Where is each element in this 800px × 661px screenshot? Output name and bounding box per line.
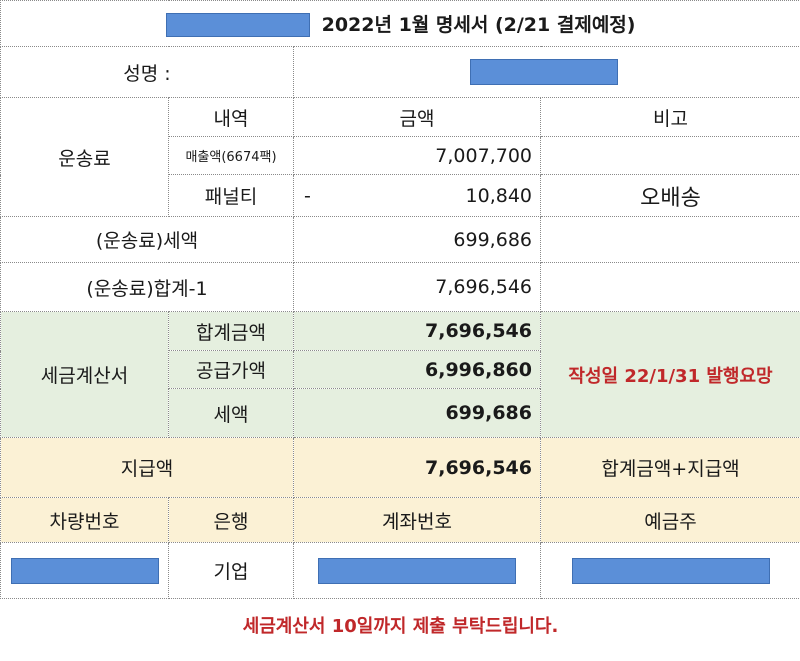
statement-title: 2022년 1월 명세서 (2/21 결제예정) — [321, 13, 636, 36]
payment-note: 합계금액+지급액 — [539, 437, 800, 498]
penalty-sign: - — [304, 184, 311, 207]
invoice-tax-amount: 699,686 — [293, 388, 541, 438]
penalty-amount-cell: - 10,840 — [293, 174, 541, 217]
col-vehicle-header: 차량번호 — [0, 497, 169, 543]
shipping-total-note — [539, 262, 800, 312]
payment-row: 지급액 7,696,546 합계금액+지급액 — [0, 437, 800, 498]
redacted-company-name — [165, 13, 310, 38]
bank-header-row: 차량번호 은행 계좌번호 예금주 — [0, 497, 800, 543]
invoice-supply-label: 공급가액 — [168, 350, 294, 389]
shipping-total-row: (운송료)합계-1 7,696,546 — [0, 262, 800, 312]
invoice-total-label: 합계금액 — [168, 311, 294, 351]
invoice-tax-label: 세액 — [168, 388, 294, 438]
bank-name: 기업 — [168, 542, 294, 599]
shipping-total-label: (운송료)합계-1 — [0, 262, 294, 312]
sales-label: 매출액(6674팩) — [168, 136, 294, 175]
shipping-tax-note — [539, 216, 800, 263]
payment-label: 지급액 — [0, 437, 294, 498]
penalty-row: 패널티 - 10,840 오배송 — [1, 174, 800, 217]
shipping-tax-row: (운송료)세액 699,686 — [0, 216, 800, 263]
shipping-tax-amount: 699,686 — [293, 216, 541, 263]
sales-note — [539, 136, 800, 175]
vehicle-number-cell — [0, 542, 169, 599]
bank-values-row: 기업 — [0, 542, 800, 599]
footer-row: 세금계산서 10일까지 제출 부탁드립니다. — [1, 599, 800, 651]
footer-notice: 세금계산서 10일까지 제출 부탁드립니다. — [242, 615, 559, 637]
penalty-note: 오배송 — [539, 174, 800, 217]
penalty-label: 패널티 — [168, 174, 294, 217]
redacted-vehicle-number — [10, 557, 159, 584]
redacted-account-number — [318, 557, 516, 584]
shipping-total-amount: 7,696,546 — [293, 262, 541, 312]
title-row: 2022년 1월 명세서 (2/21 결제예정) — [0, 0, 800, 47]
shipping-tax-label: (운송료)세액 — [0, 216, 294, 263]
payment-amount: 7,696,546 — [293, 437, 541, 498]
invoice-supply-amount: 6,996,860 — [293, 350, 541, 389]
name-value — [292, 46, 800, 98]
col-bank-header: 은행 — [168, 497, 294, 543]
col-item-header: 내역 — [168, 97, 294, 137]
invoice-group-label: 세금계산서 — [0, 311, 169, 438]
account-number-cell — [293, 542, 541, 599]
invoice-total-row: 세금계산서 합계금액 7,696,546 작성일 22/1/31 발행요망 — [0, 311, 800, 438]
col-holder-header: 예금주 — [539, 497, 800, 543]
shipping-group-label: 운송료 — [0, 97, 169, 217]
redacted-name — [470, 59, 618, 85]
name-label: 성명 : — [0, 46, 294, 98]
title-cell: 2022년 1월 명세서 (2/21 결제예정) — [0, 0, 800, 47]
sales-amount: 7,007,700 — [293, 136, 541, 175]
shipping-header-row: 운송료 내역 금액 비고 — [0, 97, 800, 217]
name-row: 성명 : — [0, 46, 800, 98]
holder-cell — [539, 542, 800, 599]
col-account-header: 계좌번호 — [293, 497, 541, 543]
redacted-account-holder — [571, 557, 770, 584]
invoice-total-amount: 7,696,546 — [293, 311, 541, 351]
col-amount-header: 금액 — [293, 97, 541, 137]
penalty-amount: 10,840 — [465, 184, 532, 207]
col-note-header: 비고 — [539, 97, 800, 137]
invoice-issue-note: 작성일 22/1/31 발행요망 — [539, 311, 800, 438]
